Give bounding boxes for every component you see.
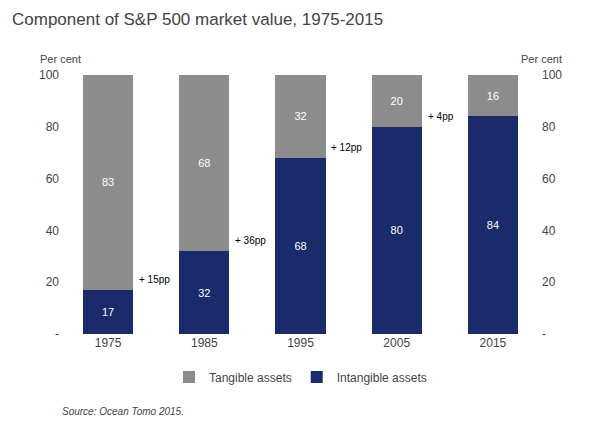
svg-text:80: 80	[542, 120, 556, 134]
svg-text:60: 60	[542, 172, 556, 186]
svg-text:20: 20	[391, 95, 403, 107]
svg-text:Per cent: Per cent	[40, 53, 81, 65]
svg-text:+ 12pp: + 12pp	[331, 142, 362, 153]
svg-text:17: 17	[102, 306, 114, 318]
svg-text:20: 20	[46, 275, 60, 289]
svg-text:+ 15pp: + 15pp	[139, 274, 170, 285]
svg-text:+ 4pp: + 4pp	[428, 111, 454, 122]
svg-text:Tangible assets: Tangible assets	[209, 371, 292, 385]
svg-text:2015: 2015	[480, 336, 507, 350]
svg-text:-: -	[55, 327, 59, 341]
svg-text:+ 36pp: + 36pp	[235, 235, 266, 246]
svg-text:80: 80	[46, 120, 60, 134]
svg-text:1975: 1975	[95, 336, 122, 350]
svg-text:2005: 2005	[383, 336, 410, 350]
svg-text:32: 32	[198, 287, 210, 299]
svg-text:40: 40	[46, 224, 60, 238]
svg-text:-: -	[542, 327, 546, 341]
svg-text:84: 84	[487, 219, 499, 231]
svg-text:16: 16	[487, 90, 499, 102]
svg-text:100: 100	[39, 68, 59, 82]
svg-text:1995: 1995	[287, 336, 314, 350]
svg-text:80: 80	[391, 224, 403, 236]
svg-text:68: 68	[294, 240, 306, 252]
svg-text:1985: 1985	[191, 336, 218, 350]
svg-text:83: 83	[102, 176, 114, 188]
svg-text:Per cent: Per cent	[521, 53, 562, 65]
svg-text:Component of S&P 500 market va: Component of S&P 500 market value, 1975-…	[12, 10, 383, 29]
svg-text:Intangible assets: Intangible assets	[337, 371, 427, 385]
svg-text:20: 20	[542, 275, 556, 289]
svg-text:100: 100	[542, 68, 562, 82]
svg-text:40: 40	[542, 224, 556, 238]
svg-text:Source: Ocean Tomo 2015.: Source: Ocean Tomo 2015.	[62, 406, 184, 417]
svg-text:60: 60	[46, 172, 60, 186]
svg-text:68: 68	[198, 157, 210, 169]
svg-text:32: 32	[294, 110, 306, 122]
